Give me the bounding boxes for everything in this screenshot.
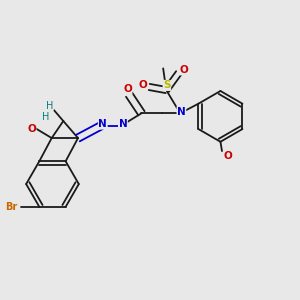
Text: N: N	[118, 119, 127, 129]
Text: S: S	[163, 80, 171, 90]
Text: O: O	[123, 84, 132, 94]
Text: O: O	[180, 65, 189, 75]
Text: O: O	[27, 124, 36, 134]
Text: H: H	[46, 100, 53, 110]
Text: N: N	[177, 107, 186, 117]
Text: H: H	[42, 112, 49, 122]
Text: O: O	[224, 151, 233, 161]
Text: O: O	[139, 80, 147, 90]
Text: Br: Br	[5, 202, 18, 212]
Text: N: N	[98, 119, 107, 129]
